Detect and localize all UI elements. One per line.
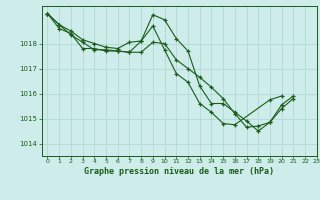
- X-axis label: Graphe pression niveau de la mer (hPa): Graphe pression niveau de la mer (hPa): [84, 167, 274, 176]
